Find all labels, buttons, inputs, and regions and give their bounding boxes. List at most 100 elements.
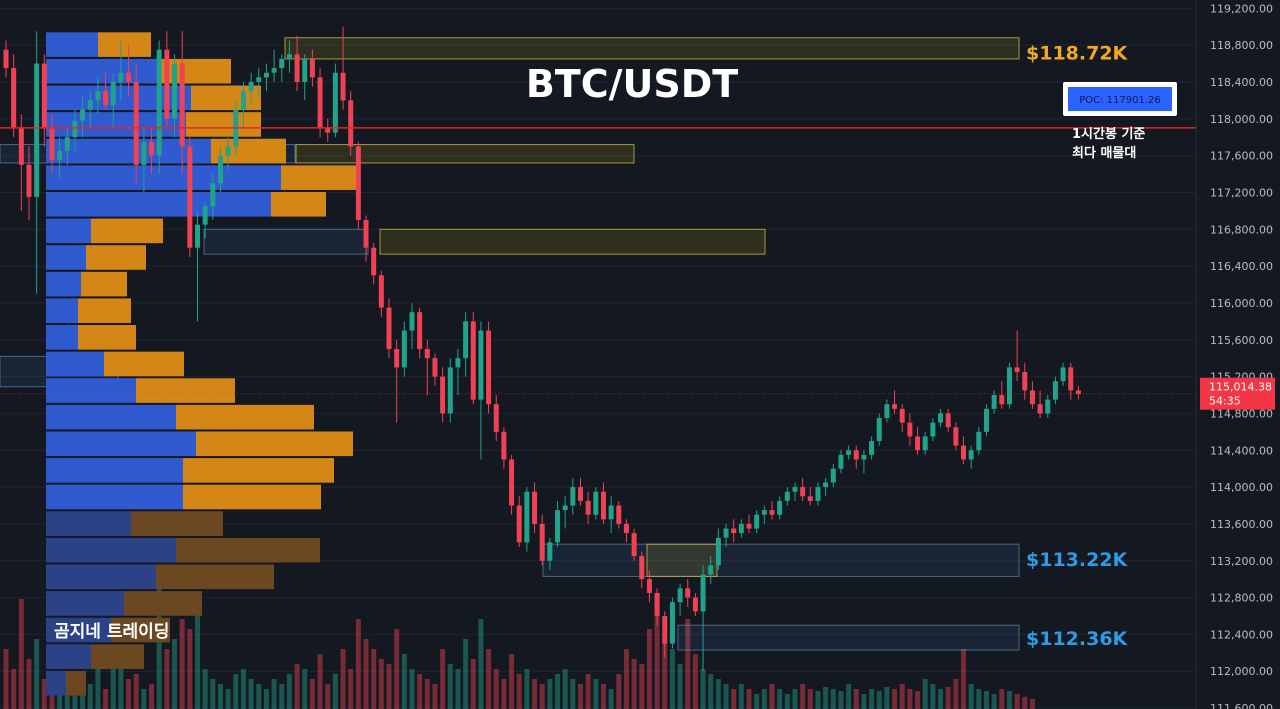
volume-bar	[386, 664, 392, 709]
volume-bar	[769, 684, 775, 709]
volume-bar	[470, 659, 476, 709]
candle-body	[677, 588, 683, 603]
volume-bar	[639, 664, 645, 709]
candle-body	[1006, 367, 1012, 405]
candle-body	[746, 523, 752, 529]
candle-body	[478, 330, 484, 400]
price-axis[interactable]: 111,600.00 112,000.00 112,400.00 112,800.00…	[1195, 0, 1273, 709]
volume-bar	[539, 684, 545, 709]
candle-body	[409, 312, 415, 331]
profile-sell-bar	[78, 325, 136, 350]
candle-body	[578, 487, 583, 501]
y-tick-label: 116,800.00	[1210, 223, 1273, 236]
profile-sell-bar	[91, 644, 144, 669]
candle-body	[309, 58, 315, 78]
candle-body	[1060, 367, 1066, 382]
volume-bar	[715, 679, 721, 709]
volume-bar	[983, 691, 989, 709]
supply-zone	[646, 543, 718, 577]
volume-bar	[149, 684, 155, 709]
profile-buy-bar	[46, 298, 78, 324]
candle-body	[493, 404, 499, 432]
volume-bar	[447, 664, 453, 709]
profile-buy-bar	[46, 591, 124, 616]
candle-body	[256, 77, 262, 82]
volume-bar	[1006, 691, 1012, 709]
candle-body	[141, 141, 147, 165]
volume-bar	[463, 639, 469, 709]
candle-body	[279, 58, 285, 69]
candle-body	[792, 487, 798, 492]
volume-bar	[532, 679, 538, 709]
candle-body	[1075, 390, 1081, 395]
candle-body	[685, 588, 691, 598]
supply-zone	[295, 144, 635, 164]
y-tick-label: 112,400.00	[1210, 628, 1273, 641]
candle-body	[861, 454, 867, 460]
volume-bars	[3, 589, 1035, 709]
candle-body	[907, 422, 913, 437]
volume-bar	[156, 589, 162, 709]
candle-body	[884, 404, 890, 419]
volume-bar	[968, 684, 974, 709]
profile-buy-bar	[46, 245, 86, 270]
candle-body	[639, 556, 645, 580]
candle-body	[846, 450, 852, 455]
y-tick-label: 114,400.00	[1210, 444, 1273, 457]
y-tick-label: 116,000.00	[1210, 297, 1273, 310]
profile-sell-bar	[136, 378, 235, 403]
volume-bar	[371, 649, 377, 709]
y-tick-label: 116,400.00	[1210, 260, 1273, 273]
volume-bar	[417, 674, 423, 709]
candle-body	[501, 431, 507, 460]
volume-bar	[57, 694, 63, 709]
volume-bar	[861, 694, 867, 709]
candle-body	[49, 127, 55, 161]
candle-body	[700, 574, 706, 612]
candle-body	[302, 58, 308, 82]
volume-bar	[999, 689, 1005, 709]
candle-body	[815, 487, 821, 501]
profile-buy-bar	[46, 617, 111, 643]
candle-body	[915, 436, 921, 451]
candle-body	[34, 63, 40, 198]
volume-bar	[685, 619, 691, 709]
profile-sell-bar	[86, 245, 146, 270]
volume-bar	[486, 649, 492, 709]
volume-bar	[708, 674, 714, 709]
volume-bar	[524, 669, 530, 709]
brand-watermark: 곰지네 트레이딩	[54, 622, 169, 642]
candle-body	[1037, 404, 1043, 414]
volume-profile	[46, 32, 356, 696]
volume-bar	[784, 694, 790, 709]
volume-bar	[248, 679, 254, 709]
volume-bar	[164, 649, 170, 709]
volume-bar	[317, 654, 323, 709]
volume-bar	[103, 689, 109, 709]
volume-bar	[976, 689, 982, 709]
volume-bar	[172, 639, 178, 709]
candle-body	[110, 81, 116, 105]
profile-buy-bar	[46, 511, 131, 536]
volume-bar	[876, 691, 882, 709]
demand-zone	[677, 624, 1020, 651]
volume-bar	[340, 649, 346, 709]
volume-bar	[754, 694, 760, 709]
volume-bar	[953, 679, 959, 709]
candle-body	[133, 81, 139, 165]
volume-bar	[907, 689, 913, 709]
volume-bar	[830, 689, 836, 709]
candle-body	[3, 49, 9, 69]
candle-body	[945, 413, 951, 428]
profile-sell-bar	[111, 617, 170, 643]
profile-sell-bar	[211, 138, 286, 164]
volume-bar	[562, 669, 568, 709]
poc-note-line1: 1시간봉 기준	[1072, 126, 1145, 142]
candle-body	[11, 68, 17, 128]
candle-body	[210, 183, 216, 207]
volume-bar	[240, 669, 246, 709]
volume-bar	[547, 679, 553, 709]
volume-bar	[1022, 697, 1028, 709]
profile-buy-bar	[46, 138, 211, 164]
